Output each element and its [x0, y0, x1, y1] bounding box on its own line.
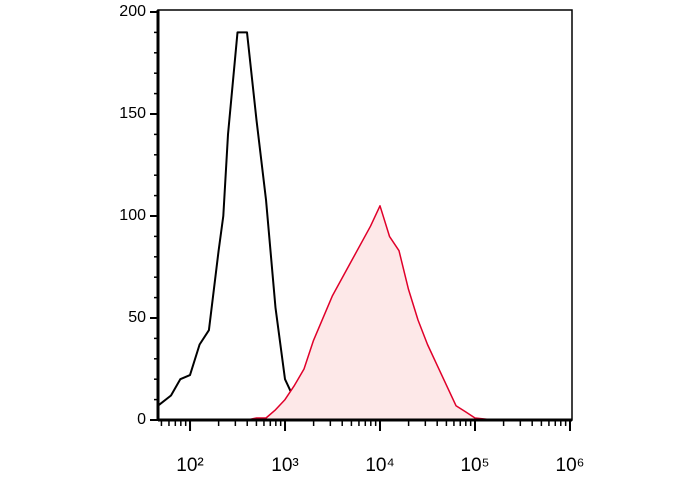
x-tick-label: 10³ [271, 455, 298, 476]
area [158, 205, 570, 420]
y-tick-label: 200 [119, 3, 146, 20]
y-tick-label: 150 [119, 105, 146, 122]
x-tick-label: 10² [176, 455, 203, 476]
y-tick-label: 0 [137, 411, 146, 428]
x-tick-label: 10⁴ [365, 455, 394, 476]
y-tick-label: 100 [119, 207, 146, 224]
x-tick-label: 10⁵ [460, 455, 489, 476]
y-tick-label: 50 [128, 309, 146, 326]
x-tick-label: 10⁶ [556, 455, 585, 476]
